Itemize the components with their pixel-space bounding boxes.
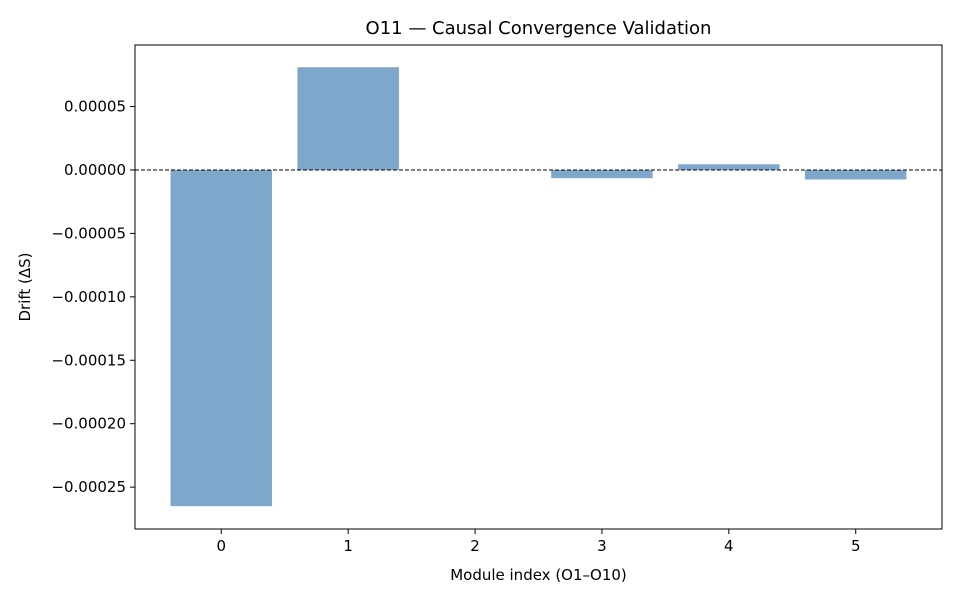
- x-tick-label: 4: [724, 537, 734, 555]
- x-tick-label: 5: [851, 537, 861, 555]
- x-tick-label: 2: [470, 537, 480, 555]
- chart-title: O11 — Causal Convergence Validation: [366, 18, 712, 39]
- x-tick-label: 3: [597, 537, 607, 555]
- bar-4: [678, 164, 780, 170]
- x-axis-label: Module index (O1–O10): [450, 566, 627, 584]
- y-axis: 0.00005 0.00000 −0.00005 −0.00010 −0.00015 −0…: [51, 98, 135, 496]
- bar-3: [551, 169, 653, 179]
- y-tick-label: −0.00005: [51, 224, 126, 242]
- y-tick-label: −0.00020: [51, 415, 126, 433]
- y-tick-label: −0.00025: [51, 478, 126, 496]
- bar-0: [170, 169, 273, 507]
- bar-5: [804, 169, 907, 180]
- plot-frame: [134, 44, 943, 530]
- x-tick-label: 1: [343, 537, 353, 555]
- x-tick-label: 0: [217, 537, 227, 555]
- bars-layer: [170, 67, 907, 507]
- y-tick-label: 0.00005: [64, 98, 126, 116]
- x-axis: 0 1 2 3 4 5: [217, 529, 861, 555]
- y-axis-label: Drift (ΔS): [16, 252, 34, 321]
- y-tick-label: 0.00000: [64, 161, 126, 179]
- y-tick-label: −0.00015: [51, 351, 126, 369]
- bar-1: [297, 67, 399, 170]
- y-tick-label: −0.00010: [51, 288, 126, 306]
